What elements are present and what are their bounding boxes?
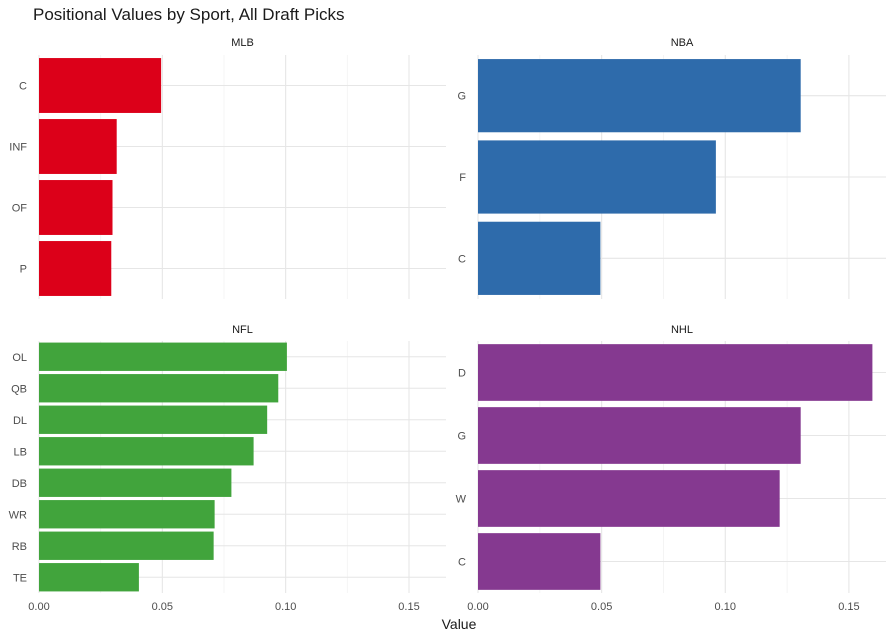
nhl-ytick-label: G [457, 431, 466, 443]
mlb-bar-of [39, 180, 113, 235]
nhl-bar-c [478, 533, 601, 590]
nhl-xtick-label: 0.15 [838, 601, 859, 613]
nfl-ytick-label: WR [9, 509, 27, 521]
nfl-xtick-label: 0.05 [152, 601, 173, 613]
nhl-ytick-label: W [456, 494, 467, 506]
x-axis-title: Value [442, 616, 477, 632]
mlb-ytick-label: OF [12, 203, 28, 215]
nba-bar-g [478, 59, 801, 133]
nhl-bar-d [478, 344, 873, 401]
nhl-bar-w [478, 470, 780, 527]
nfl-panel-label: NFL [232, 324, 253, 336]
nfl-ytick-label: TE [13, 572, 27, 584]
nfl-bar-wr [39, 500, 215, 529]
nfl-bar-te [39, 563, 139, 592]
nhl-bar-g [478, 407, 801, 464]
nhl-ytick-label: D [458, 368, 466, 380]
nfl-bar-dl [39, 405, 268, 434]
mlb-ytick-label: INF [9, 142, 27, 154]
nfl-xtick-label: 0.15 [398, 601, 419, 613]
nfl-ytick-label: LB [14, 446, 27, 458]
nfl-bar-ol [39, 342, 287, 371]
nba-panel-label: NBA [671, 37, 694, 49]
mlb-ytick-label: C [19, 81, 27, 93]
nfl-xtick-label: 0.10 [275, 601, 296, 613]
mlb-ytick-label: P [20, 264, 27, 276]
mlb-bar-c [39, 58, 162, 113]
chart-title: Positional Values by Sport, All Draft Pi… [33, 5, 345, 24]
nhl-xtick-label: 0.10 [715, 601, 736, 613]
nhl-ytick-label: C [458, 557, 466, 569]
nba-ytick-label: G [457, 91, 466, 103]
nfl-bar-db [39, 468, 232, 497]
nfl-xtick-label: 0.00 [28, 601, 49, 613]
nhl-xtick-label: 0.05 [591, 601, 612, 613]
nhl-panel-label: NHL [671, 324, 693, 336]
nhl-xtick-label: 0.00 [467, 601, 488, 613]
nfl-ytick-label: RB [12, 541, 27, 553]
nfl-ytick-label: OL [12, 352, 27, 364]
nfl-ytick-label: DB [12, 478, 27, 490]
nfl-ytick-label: DL [13, 415, 27, 427]
nba-ytick-label: C [458, 253, 466, 265]
nfl-bar-qb [39, 374, 279, 403]
mlb-bar-p [39, 241, 112, 296]
nfl-bar-lb [39, 437, 254, 466]
nfl-ytick-label: QB [11, 383, 27, 395]
mlb-bar-inf [39, 119, 117, 174]
mlb-panel-label: MLB [231, 37, 254, 49]
nfl-bar-rb [39, 531, 214, 560]
nba-bar-f [478, 140, 716, 214]
nba-bar-c [478, 221, 601, 295]
nba-ytick-label: F [459, 172, 466, 184]
